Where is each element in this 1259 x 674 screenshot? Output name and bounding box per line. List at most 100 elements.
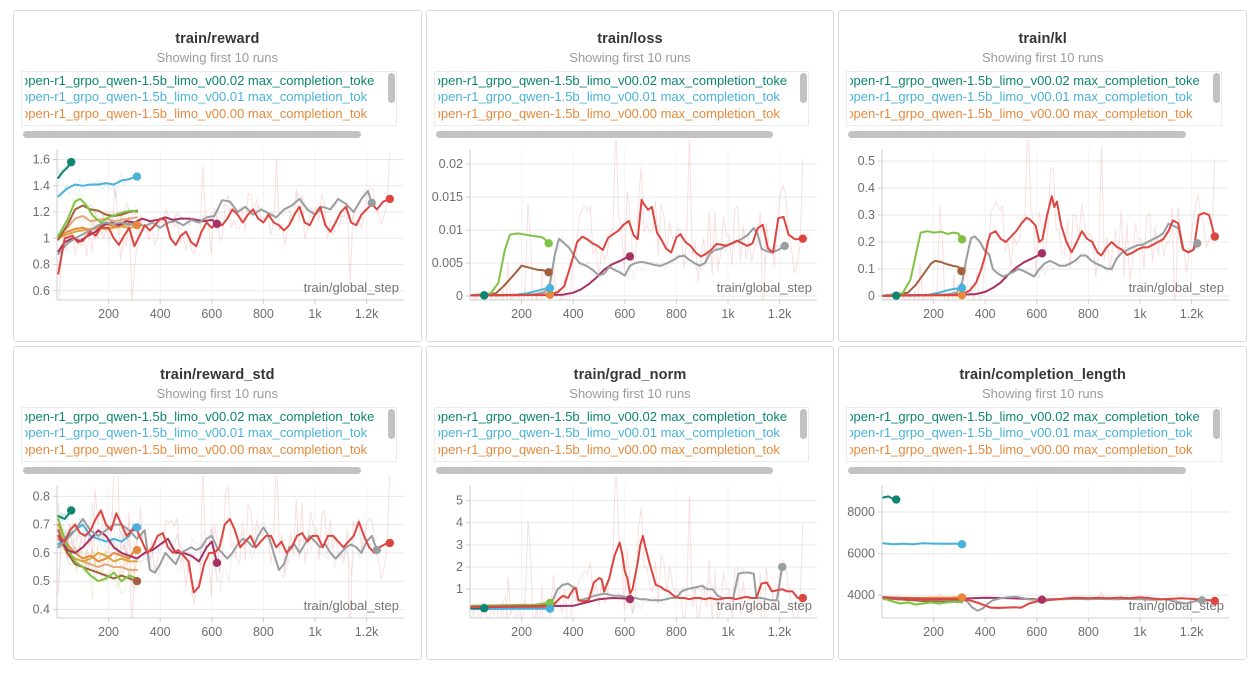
legend-run-label[interactable]: open-r1_grpo_qwen-1.5b_limo_v00.02 max_c… [437, 73, 788, 88]
svg-text:600: 600 [1027, 307, 1048, 321]
line-chart[interactable]: 4000 6000 8000 200 400 600 800 1k 1.2k train/glob… [841, 476, 1242, 655]
legend-horizontal-scrollbar[interactable] [435, 131, 774, 138]
svg-text:1.2k: 1.2k [355, 307, 379, 321]
legend-run-label[interactable]: open-r1_grpo_qwen-1.5b_limo_v00.00 max_c… [437, 441, 780, 457]
legend-vertical-scrollbar[interactable] [387, 73, 395, 103]
svg-text:200: 200 [511, 307, 532, 321]
legend-run-label[interactable]: open-r1_grpo_qwen-1.5b_limo_v00.01 max_c… [25, 425, 368, 441]
svg-text:0.005: 0.005 [431, 256, 462, 270]
legend-run-label[interactable]: open-r1_grpo_qwen-1.5b_limo_v00.02 max_c… [850, 73, 1200, 88]
svg-text:4000: 4000 [848, 588, 876, 602]
line-chart[interactable]: 0 0.005 0.01 0.015 0.02 200 400 600 800 1k 1.2k tra… [429, 140, 830, 337]
run-legend[interactable]: open-r1_grpo_qwen-1.5b_limo_v00.02 max_c… [846, 407, 1222, 462]
svg-text:400: 400 [562, 625, 583, 639]
svg-text:0.7: 0.7 [33, 518, 50, 532]
chart-panel: train/completion_length Showing first 10… [838, 346, 1247, 660]
svg-text:0.02: 0.02 [438, 157, 462, 171]
svg-text:1.6: 1.6 [33, 153, 50, 167]
legend-run-label[interactable]: open-r1_grpo_qwen-1.5b_limo_v00.00 max_c… [850, 105, 1193, 121]
legend-run-label[interactable]: open-r1_grpo_qwen-1.5b_limo_v00.00 max_c… [850, 441, 1193, 457]
legend-run-label[interactable]: open-r1_grpo_qwen-1.5b_limo_v00.00 max_c… [25, 105, 368, 121]
run-legend[interactable]: open-r1_grpo_qwen-1.5b_limo_v00.02 max_c… [433, 407, 810, 462]
svg-text:0.6: 0.6 [33, 284, 50, 298]
chart-panel: train/kl Showing first 10 runs open-r1_g… [838, 10, 1247, 342]
legend-run-label[interactable]: open-r1_grpo_qwen-1.5b_limo_v00.02 max_c… [25, 409, 375, 424]
legend-run-label[interactable]: open-r1_grpo_qwen-1.5b_limo_v00.00 max_c… [25, 441, 368, 457]
svg-text:4: 4 [456, 516, 463, 530]
svg-text:1: 1 [456, 582, 463, 596]
svg-text:0.015: 0.015 [431, 190, 462, 204]
run-legend[interactable]: open-r1_grpo_qwen-1.5b_limo_v00.02 max_c… [846, 71, 1222, 126]
panel-title: train/reward_std [160, 367, 275, 383]
chart-panel: train/reward_std Showing first 10 runs o… [13, 346, 422, 660]
svg-text:1.2k: 1.2k [1180, 307, 1204, 321]
svg-text:800: 800 [666, 625, 687, 639]
run-legend[interactable]: open-r1_grpo_qwen-1.5b_limo_v00.02 max_c… [21, 71, 397, 126]
legend-horizontal-scrollbar[interactable] [848, 131, 1186, 138]
legend-run-label[interactable]: open-r1_grpo_qwen-1.5b_limo_v00.01 max_c… [437, 89, 780, 105]
svg-text:3: 3 [456, 538, 463, 552]
legend-rows: open-r1_grpo_qwen-1.5b_limo_v00.02 max_c… [850, 409, 1209, 458]
svg-text:200: 200 [923, 307, 944, 321]
legend-rows: open-r1_grpo_qwen-1.5b_limo_v00.02 max_c… [850, 73, 1209, 122]
line-chart[interactable]: 0 0.1 0.2 0.3 0.4 0.5 200 400 600 800 1k 1.2k train/… [841, 140, 1242, 337]
legend-vertical-scrollbar[interactable] [800, 73, 808, 103]
svg-text:1.2k: 1.2k [767, 307, 791, 321]
svg-text:400: 400 [562, 307, 583, 321]
svg-text:train/global_step: train/global_step [1129, 280, 1224, 295]
panel-subtitle: Showing first 10 runs [981, 50, 1104, 65]
svg-text:train/global_step: train/global_step [716, 280, 811, 295]
legend-horizontal-scrollbar[interactable] [848, 467, 1186, 474]
svg-text:200: 200 [923, 625, 944, 639]
svg-text:1k: 1k [721, 307, 735, 321]
legend-run-label[interactable]: open-r1_grpo_qwen-1.5b_limo_v00.01 max_c… [850, 425, 1193, 441]
chart-panel: train/reward Showing first 10 runs open-… [13, 10, 422, 342]
svg-text:0.5: 0.5 [858, 154, 875, 168]
legend-horizontal-scrollbar[interactable] [23, 467, 361, 474]
svg-text:600: 600 [201, 307, 222, 321]
run-legend[interactable]: open-r1_grpo_qwen-1.5b_limo_v00.02 max_c… [21, 407, 397, 462]
legend-horizontal-scrollbar[interactable] [435, 467, 774, 474]
legend-vertical-scrollbar[interactable] [387, 409, 395, 439]
legend-run-label[interactable]: open-r1_grpo_qwen-1.5b_limo_v00.00 max_c… [437, 105, 780, 121]
line-chart[interactable]: 1 2 3 4 5 200 400 600 800 1k 1.2k train/global_step [429, 476, 830, 655]
legend-run-label[interactable]: open-r1_grpo_qwen-1.5b_limo_v00.02 max_c… [25, 73, 375, 88]
panel-subtitle: Showing first 10 runs [156, 50, 279, 65]
legend-vertical-scrollbar[interactable] [800, 409, 808, 439]
legend-run-label[interactable]: open-r1_grpo_qwen-1.5b_limo_v00.01 max_c… [850, 89, 1193, 105]
legend-run-label[interactable]: open-r1_grpo_qwen-1.5b_limo_v00.01 max_c… [437, 425, 780, 441]
svg-text:600: 600 [1027, 625, 1048, 639]
panel-subtitle: Showing first 10 runs [981, 386, 1104, 401]
svg-text:6000: 6000 [848, 547, 876, 561]
svg-text:200: 200 [98, 307, 119, 321]
svg-text:0.8: 0.8 [33, 489, 50, 503]
legend-run-label[interactable]: open-r1_grpo_qwen-1.5b_limo_v00.02 max_c… [850, 409, 1200, 424]
line-chart[interactable]: 0.6 0.8 1 1.2 1.4 1.6 200 400 600 800 1k 1.2k train/… [16, 140, 417, 337]
legend-horizontal-scrollbar[interactable] [23, 131, 361, 138]
legend-vertical-scrollbar[interactable] [1212, 73, 1220, 103]
legend-run-label[interactable]: open-r1_grpo_qwen-1.5b_limo_v00.01 max_c… [25, 89, 368, 105]
svg-text:1k: 1k [1134, 625, 1148, 639]
run-legend[interactable]: open-r1_grpo_qwen-1.5b_limo_v00.02 max_c… [433, 71, 810, 126]
svg-text:600: 600 [201, 625, 222, 639]
line-chart[interactable]: 0.4 0.5 0.6 0.7 0.8 200 400 600 800 1k 1.2k train/g… [16, 476, 417, 655]
svg-text:400: 400 [150, 625, 171, 639]
svg-text:200: 200 [98, 625, 119, 639]
svg-text:1.4: 1.4 [33, 179, 50, 193]
panel-subtitle: Showing first 10 runs [569, 50, 691, 65]
panel-title: train/kl [1018, 31, 1067, 47]
legend-rows: open-r1_grpo_qwen-1.5b_limo_v00.02 max_c… [25, 73, 384, 122]
svg-text:train/global_step: train/global_step [304, 598, 399, 613]
svg-text:1k: 1k [308, 625, 322, 639]
svg-text:0.6: 0.6 [33, 546, 50, 560]
svg-text:600: 600 [614, 625, 635, 639]
svg-text:train/global_step: train/global_step [716, 598, 811, 613]
svg-text:train/global_step: train/global_step [304, 280, 399, 295]
legend-vertical-scrollbar[interactable] [1212, 409, 1220, 439]
panel-title: train/reward [175, 31, 260, 47]
svg-text:0: 0 [868, 289, 875, 303]
svg-text:400: 400 [150, 307, 171, 321]
legend-run-label[interactable]: open-r1_grpo_qwen-1.5b_limo_v00.02 max_c… [437, 409, 788, 424]
svg-text:8000: 8000 [848, 505, 876, 519]
